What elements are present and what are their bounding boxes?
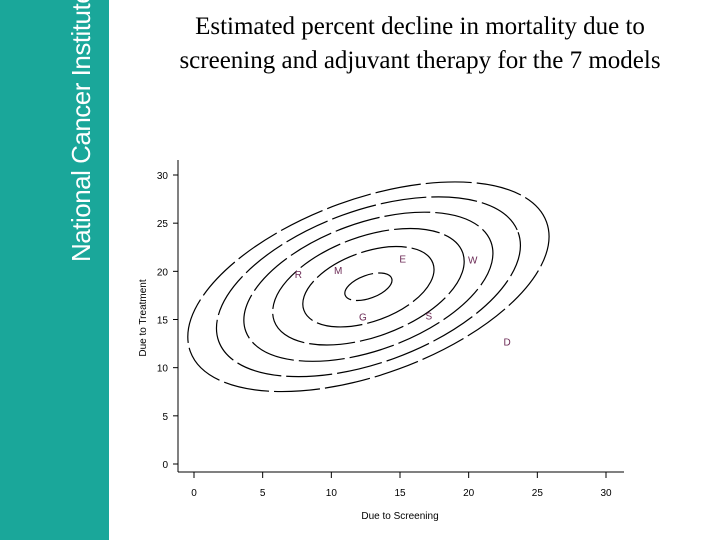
contour-level-4	[243, 211, 494, 362]
x-tick-label: 10	[326, 488, 338, 499]
contour-level-3	[272, 227, 465, 346]
y-tick-label: 10	[157, 364, 169, 375]
contour-level-1	[344, 272, 393, 302]
model-point-r: R	[295, 270, 302, 281]
x-axis-title: Due to Screening	[361, 511, 438, 522]
model-point-g: G	[359, 312, 367, 323]
x-tick-label: 5	[260, 488, 266, 499]
x-tick-label: 0	[191, 488, 197, 499]
contour-level-2	[302, 245, 435, 328]
x-tick-label: 20	[463, 488, 475, 499]
model-point-s: S	[426, 312, 433, 323]
slide-title: Estimated percent decline in mortality d…	[120, 10, 720, 78]
y-tick-label: 0	[162, 460, 168, 471]
slide-title-line1: Estimated percent decline in mortality d…	[195, 13, 645, 40]
model-point-e: E	[399, 255, 406, 266]
y-tick-label: 20	[157, 267, 169, 278]
x-tick-label: 25	[532, 488, 544, 499]
y-axis-title: Due to Treatment	[138, 279, 149, 356]
contour-level-6	[187, 181, 550, 393]
y-tick-label: 30	[157, 171, 169, 182]
model-point-d: D	[504, 338, 511, 349]
model-point-w: W	[468, 256, 478, 267]
y-tick-label: 25	[157, 219, 169, 230]
y-tick-label: 15	[157, 316, 169, 327]
y-tick-label: 5	[162, 412, 168, 423]
model-point-m: M	[334, 266, 342, 277]
contour-level-5	[215, 196, 521, 378]
sidebar-band: National Cancer Institute	[0, 0, 109, 540]
slide-title-line2: screening and adjuvant therapy for the 7…	[179, 47, 661, 74]
x-tick-label: 15	[394, 488, 406, 499]
x-tick-label: 30	[600, 488, 612, 499]
